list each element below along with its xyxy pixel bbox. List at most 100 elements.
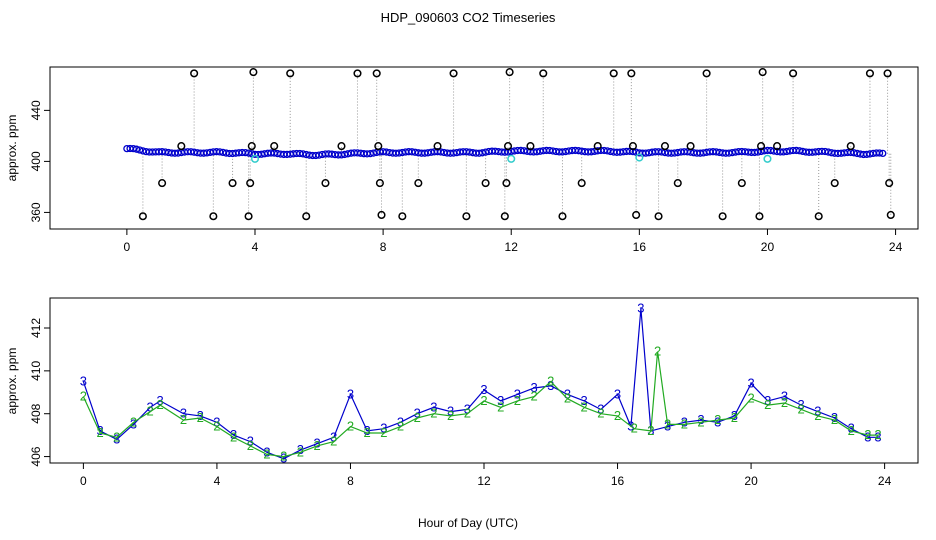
spike-point — [353, 69, 362, 78]
series-marker-2: 2 — [447, 408, 454, 423]
spike-point — [177, 142, 186, 151]
series-marker-3: 3 — [464, 401, 471, 416]
spike-point — [789, 69, 798, 78]
series-marker-3: 3 — [731, 408, 738, 423]
series-marker-3: 3 — [714, 414, 721, 429]
series-marker-3: 3 — [430, 399, 437, 414]
series-marker-2: 2 — [547, 374, 554, 389]
series-marker-3: 3 — [781, 389, 788, 404]
series-marker-3: 3 — [681, 414, 688, 429]
spike-point — [398, 212, 407, 221]
calibration-point — [250, 154, 260, 163]
baseline-point — [879, 149, 887, 158]
series-marker-2: 2 — [497, 399, 504, 414]
x-tick-label: 24 — [889, 240, 903, 254]
series-marker-2: 2 — [848, 423, 855, 438]
spike-point — [433, 142, 442, 151]
series-marker-2: 2 — [430, 406, 437, 421]
x-tick-label: 4 — [214, 474, 221, 488]
series-marker-2: 2 — [380, 425, 387, 440]
y-tick-label: 406 — [29, 446, 43, 466]
spike-point — [503, 142, 513, 151]
top-x-axis: 0 4 8 12 16 20 24 — [124, 229, 903, 254]
series-marker-3: 3 — [347, 386, 354, 401]
series-marker-3: 3 — [447, 404, 454, 419]
bottom-y-axis: 406 408 410 412 — [29, 318, 50, 467]
spike-point — [138, 212, 147, 221]
series-marker-3: 3 — [280, 451, 287, 466]
series-marker-2: 2 — [614, 408, 621, 423]
series-marker-3: 3 — [814, 404, 821, 419]
spike-point — [481, 179, 490, 188]
series-marker-2: 2 — [654, 344, 661, 359]
series-marker-3: 3 — [197, 408, 204, 423]
series-marker-3: 3 — [330, 429, 337, 444]
x-tick-label: 20 — [744, 474, 758, 488]
spike-point — [718, 212, 727, 221]
series-marker-3: 3 — [213, 414, 220, 429]
series-marker-3: 3 — [564, 386, 571, 401]
series-marker-3: 3 — [747, 376, 754, 391]
baseline-point — [132, 145, 141, 153]
x-tick-label: 12 — [477, 474, 491, 488]
series-marker-3: 3 — [380, 421, 387, 436]
spike-point — [246, 179, 255, 188]
series-marker-2: 2 — [80, 389, 87, 404]
spike-point — [757, 142, 766, 151]
series-marker-2: 2 — [263, 446, 270, 461]
spike-point — [883, 69, 892, 78]
x-tick-label: 24 — [878, 474, 892, 488]
spike-point — [190, 69, 199, 78]
series-marker-2: 2 — [664, 416, 671, 431]
series-marker-2: 2 — [681, 416, 688, 431]
x-tick-label: 16 — [611, 474, 625, 488]
spike-point — [755, 212, 764, 221]
series-marker-3: 3 — [637, 301, 644, 316]
spike-point — [593, 142, 602, 151]
calibration-point — [635, 153, 644, 162]
baseline-point — [129, 144, 137, 153]
spike-point — [702, 69, 711, 78]
series-marker-3: 3 — [530, 380, 537, 395]
series-marker-3: 3 — [831, 410, 838, 425]
series-marker-2: 2 — [247, 438, 254, 453]
series-marker-2: 2 — [874, 427, 881, 442]
spike-point — [375, 179, 384, 188]
spike-point — [814, 212, 823, 221]
baseline-point — [875, 149, 884, 157]
series-marker-3: 3 — [597, 401, 604, 416]
series-marker-2: 2 — [213, 419, 220, 434]
spike-point — [372, 69, 381, 78]
spike-point — [773, 142, 782, 151]
spike-point — [249, 68, 258, 77]
baseline-point — [136, 146, 144, 154]
series-marker-2: 2 — [130, 414, 137, 429]
series-marker-2: 2 — [180, 412, 187, 427]
spike-point — [505, 68, 514, 77]
y-tick-label: 360 — [29, 202, 43, 222]
x-tick-label: 16 — [633, 240, 647, 254]
spike-point — [539, 69, 548, 78]
spike-point — [244, 212, 253, 221]
series-marker-3: 3 — [614, 386, 621, 401]
series-marker-3: 3 — [364, 423, 371, 438]
series-marker-2: 2 — [397, 419, 404, 434]
y-tick-label: 400 — [29, 151, 43, 171]
series-marker-2: 2 — [647, 423, 654, 438]
spike-point — [321, 179, 330, 188]
series-marker-2: 2 — [798, 401, 805, 416]
series-marker-3: 3 — [764, 393, 771, 408]
series-marker-3: 3 — [80, 374, 87, 389]
series-marker-2: 2 — [96, 425, 103, 440]
spike-point — [209, 212, 218, 221]
series-marker-3: 3 — [848, 421, 855, 436]
series-marker-3: 3 — [697, 412, 704, 427]
series-marker-3: 3 — [397, 414, 404, 429]
series-marker-2: 2 — [697, 414, 704, 429]
series-marker-2: 2 — [147, 404, 154, 419]
x-tick-label: 12 — [505, 240, 519, 254]
x-tick-label: 8 — [380, 240, 387, 254]
series-line-2 — [82, 351, 878, 458]
